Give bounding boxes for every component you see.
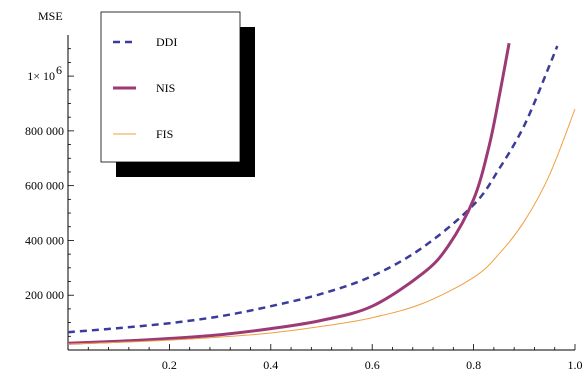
y-tick-exponent: 6 [56,63,62,77]
x-tick-label: 0.6 [365,358,380,372]
x-ticks: 0.2 0.4 0.6 0.8 1.0 [87,344,583,372]
legend-label-ddi: DDI [156,35,177,49]
x-tick-label: 0.8 [466,358,481,372]
x-tick-label: 0.2 [162,358,177,372]
legend-label-nis: NIS [156,81,175,95]
y-tick-label: 1× 10 [27,69,55,83]
y-tick-label: 600 000 [25,179,64,193]
legend-label-fis: FIS [156,127,173,141]
y-axis-title: MSE [38,9,63,23]
y-tick-label: 200 000 [25,288,64,302]
series-line-fis [67,108,576,345]
y-tick-label: 400 000 [25,233,64,247]
y-ticks: 200 000 400 000 600 000 800 000 1× 10 6 [25,48,74,337]
axes: MSE [38,9,575,351]
x-tick-label: 0.4 [263,358,278,372]
legend: DDI NIS FIS [100,11,255,177]
series-line-ddi [67,45,559,334]
series-layer [67,42,576,345]
x-tick-label: 1.0 [568,358,583,372]
y-tick-label: 800 000 [25,124,64,138]
series-line-nis [67,42,511,345]
